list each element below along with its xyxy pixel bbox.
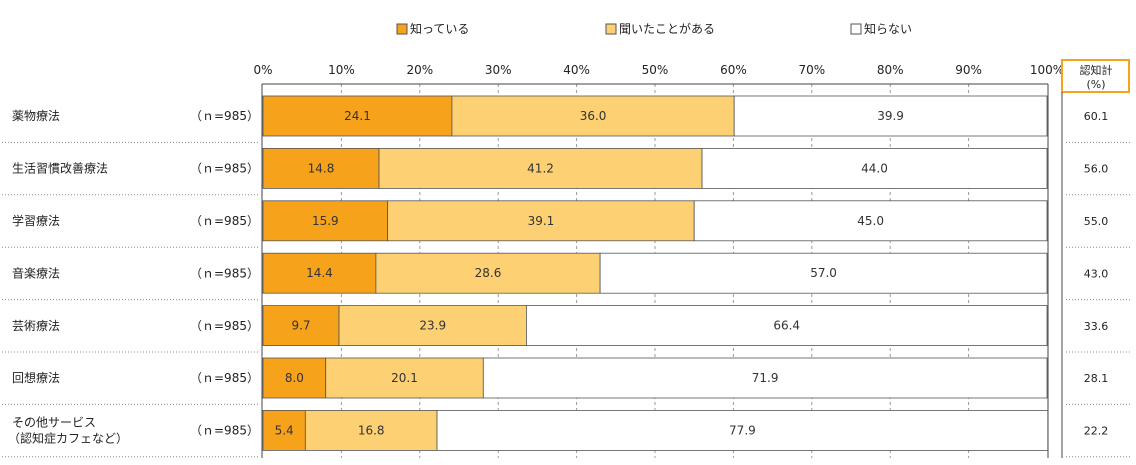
bar-segment [262,305,340,347]
bar-value-label: 44.0 [861,161,888,175]
legend-label: 知らない [864,22,912,36]
bar-value-label: 39.9 [877,109,904,123]
bar-value-label: 45.0 [857,214,884,228]
category-label: 音楽療法 [12,265,60,280]
bar-segment [325,357,484,399]
bar-value-label: 24.1 [344,109,371,123]
x-tick-label: 60% [720,63,747,77]
category-label: 薬物療法 [12,109,60,123]
x-tick-label: 40% [563,63,590,77]
x-axis-ticks: 0% 10% 20% 30% 40% 50% 60% 70% 80% 90% 100% [253,63,1064,77]
sample-size-label: （ｎ=985） [190,266,259,280]
legend: 知っている 聞いたことがある 知らない [396,21,912,36]
bar-segment [262,357,327,399]
sample-size-label: （ｎ=985） [190,371,259,385]
bar-segment [304,409,438,451]
bar-segment [262,147,380,189]
x-tick-label: 10% [328,63,355,77]
bar-value-label: 57.0 [810,266,837,280]
sample-size-label: （ｎ=985） [190,424,259,438]
x-tick-label: 20% [406,63,433,77]
total-value: 56.0 [1084,163,1109,176]
bar-value-label: 14.4 [306,266,333,280]
bar-segment [733,95,1048,137]
category-label: その他サービス [12,416,96,430]
x-tick-label: 50% [642,63,669,77]
bar-segment [375,252,601,294]
bar-segment [482,357,1048,399]
bar-segment [599,252,1048,294]
category-label-sub: （認知症カフェなど） [8,431,128,446]
bar-segment [378,147,703,189]
bar-value-label: 77.9 [729,423,756,437]
sample-size-label: （ｎ=985） [190,214,259,228]
total-value: 60.1 [1084,110,1109,123]
x-tick-label: 70% [798,63,825,77]
legend-swatch [605,23,617,35]
x-tick-label: 90% [955,63,982,77]
bar-value-label: 71.9 [752,371,779,385]
bar-value-label: 8.0 [285,371,304,385]
bar-value-label: 23.9 [419,319,446,333]
bar-segment [262,409,306,451]
bar-value-label: 20.1 [391,371,418,385]
legend-swatch [850,23,862,35]
x-tick-label: 30% [485,63,512,77]
total-header-title: 認知計 [1080,63,1113,77]
x-tick-label: 100% [1030,63,1064,77]
bar-segment [262,95,453,137]
bar-value-label: 41.2 [527,161,554,175]
total-value: 28.1 [1084,372,1109,385]
bar-value-label: 36.0 [580,109,607,123]
bar-value-label: 16.8 [358,423,385,437]
total-value: 22.2 [1084,425,1109,438]
total-value: 43.0 [1084,267,1109,280]
bar-segment [262,200,389,242]
bar-segment [701,147,1048,189]
category-label: 芸術療法 [12,319,60,333]
bar-segment [262,252,377,294]
bar-segment [338,305,527,347]
bar-value-label: 28.6 [475,266,502,280]
total-header-box [1061,59,1130,93]
bar-segment [526,305,1048,347]
sample-size-label: （ｎ=985） [190,319,259,333]
bar-value-label: 39.1 [528,214,555,228]
legend-swatch [396,23,408,35]
sample-size-label: （ｎ=985） [190,109,259,123]
total-value: 33.6 [1084,320,1109,333]
bar-segment [436,409,1049,451]
category-label: 回想療法 [12,370,60,385]
bar-value-label: 9.7 [291,319,310,333]
category-rows: 薬物療法 （ｎ=985） 24.1 36.0 39.9 生活習慣改善療法 （ｎ=985） 14… [2,95,1130,458]
bar-value-label: 15.9 [312,214,339,228]
x-tick-label: 0% [253,63,272,77]
bar-segment [693,200,1048,242]
x-tick-label: 80% [877,63,904,77]
bar-value-label: 66.4 [773,319,800,333]
category-label: 学習療法 [12,213,60,228]
sample-size-label: （ｎ=985） [190,162,259,176]
legend-label: 聞いたことがある [619,21,715,36]
bar-value-label: 14.8 [308,161,335,175]
total-column: 認知計(%) 60.1 56.0 55.0 43.0 33.6 28.1 22.2 [1061,59,1130,458]
total-value: 55.0 [1084,215,1109,228]
bar-value-label: 5.4 [275,423,294,437]
total-header-unit: (%) [1086,78,1105,91]
category-label: 生活習慣改善療法 [12,161,108,176]
legend-label: 知っている [410,22,469,36]
